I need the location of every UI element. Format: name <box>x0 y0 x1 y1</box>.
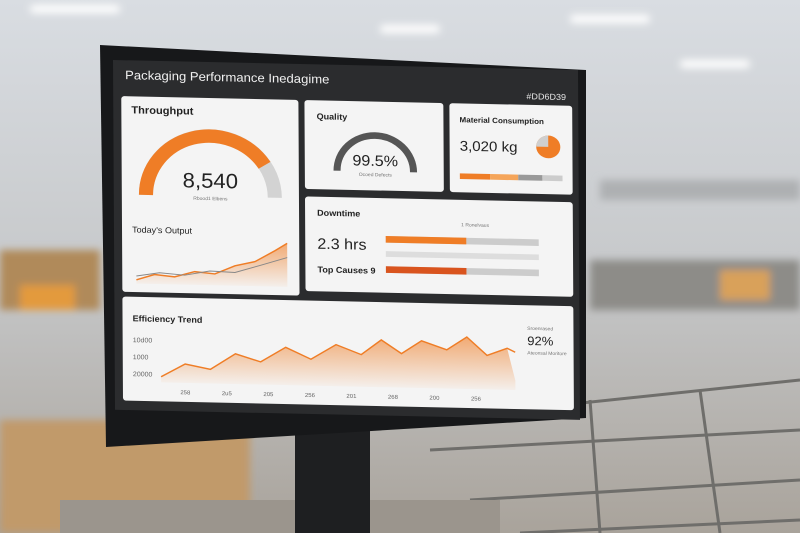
y-label: 20000 <box>133 371 153 378</box>
throughput-title: Throughput <box>131 105 194 118</box>
x-label: 200 <box>429 396 440 402</box>
x-label: 205 <box>263 392 273 398</box>
material-bar-4 <box>542 175 563 182</box>
dashboard-title: Packaging Performance Inedagime <box>125 69 329 87</box>
efficiency-kpi-caption: Sroenrased <box>527 326 553 332</box>
quality-value: 99.5% <box>352 153 398 170</box>
x-label: 256 <box>305 393 315 399</box>
downtime-bar-track-2 <box>385 251 539 261</box>
downtime-bar-1 <box>385 236 467 245</box>
efficiency-title: Efficiency Trend <box>133 314 203 325</box>
downtime-title: Downtime <box>317 208 360 219</box>
throughput-gauge-fill <box>138 129 271 196</box>
throughput-caption: Rbood1 Elbens <box>193 196 228 203</box>
output-area <box>136 243 288 287</box>
material-value: 3,020 kg <box>460 139 518 156</box>
y-label: 10d00 <box>133 337 153 344</box>
material-bar-3 <box>518 174 543 181</box>
quality-caption: Ocoed Defects <box>359 172 393 179</box>
dashboard-tag: #DD6D39 <box>526 91 566 102</box>
material-bar-1 <box>459 173 491 180</box>
y-label: 1000 <box>133 354 149 361</box>
output-line <box>136 242 288 281</box>
output-title: Today's Output <box>132 225 193 236</box>
downtime-causes: Top Causes 9 <box>317 265 375 276</box>
efficiency-kpi: 92% <box>527 334 553 348</box>
x-label: 268 <box>388 395 398 401</box>
output-line-2 <box>136 257 288 277</box>
efficiency-x-labels: 258 2u5 205 256 201 268 200 256 <box>180 390 481 402</box>
x-label: 2u5 <box>222 391 232 397</box>
downtime-bar-3 <box>385 266 467 275</box>
material-title: Material Consumption <box>460 116 545 127</box>
efficiency-area <box>161 337 516 391</box>
x-label: 258 <box>180 390 190 396</box>
monitor-stand <box>295 420 370 533</box>
downtime-value: 2.3 hrs <box>317 236 366 254</box>
efficiency-line <box>160 336 516 378</box>
quality-title: Quality <box>317 111 348 121</box>
material-pie-slice <box>536 135 549 147</box>
x-label: 201 <box>346 394 356 400</box>
downtime-caption: 1 Ronelvaus <box>461 222 490 228</box>
material-bar-2 <box>490 174 519 181</box>
desk <box>60 500 500 533</box>
throughput-value: 8,540 <box>183 169 239 193</box>
material-panel <box>449 103 573 195</box>
efficiency-y-labels: 10d00 1000 20000 <box>133 337 153 378</box>
quality-gauge <box>333 132 418 173</box>
x-label: 256 <box>471 397 481 403</box>
efficiency-kpi-note: Ateonsal Moritore <box>527 351 567 358</box>
screen: Packaging Performance Inedagime #DD6D39 … <box>113 60 581 420</box>
